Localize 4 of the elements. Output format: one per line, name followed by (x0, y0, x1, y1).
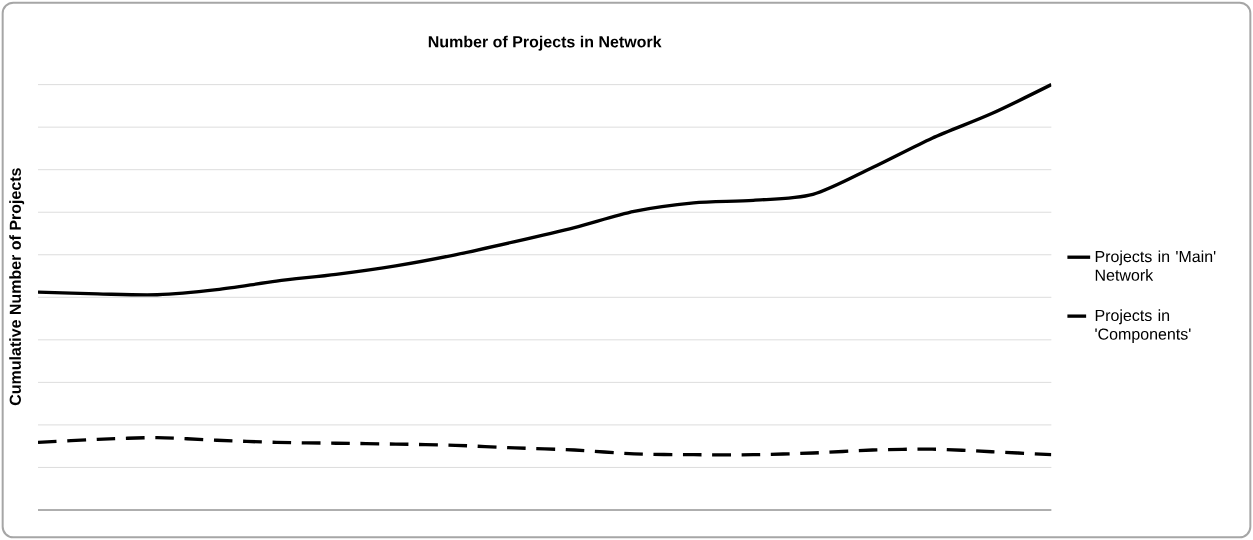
legend-label: Projects in 'Main' Network (1095, 250, 1216, 281)
chart-title: Number of Projects in Network (428, 35, 662, 51)
legend-label: Projects in 'Components' (1095, 309, 1191, 343)
y-axis-title: Cumulative Number of Projects (9, 168, 25, 406)
